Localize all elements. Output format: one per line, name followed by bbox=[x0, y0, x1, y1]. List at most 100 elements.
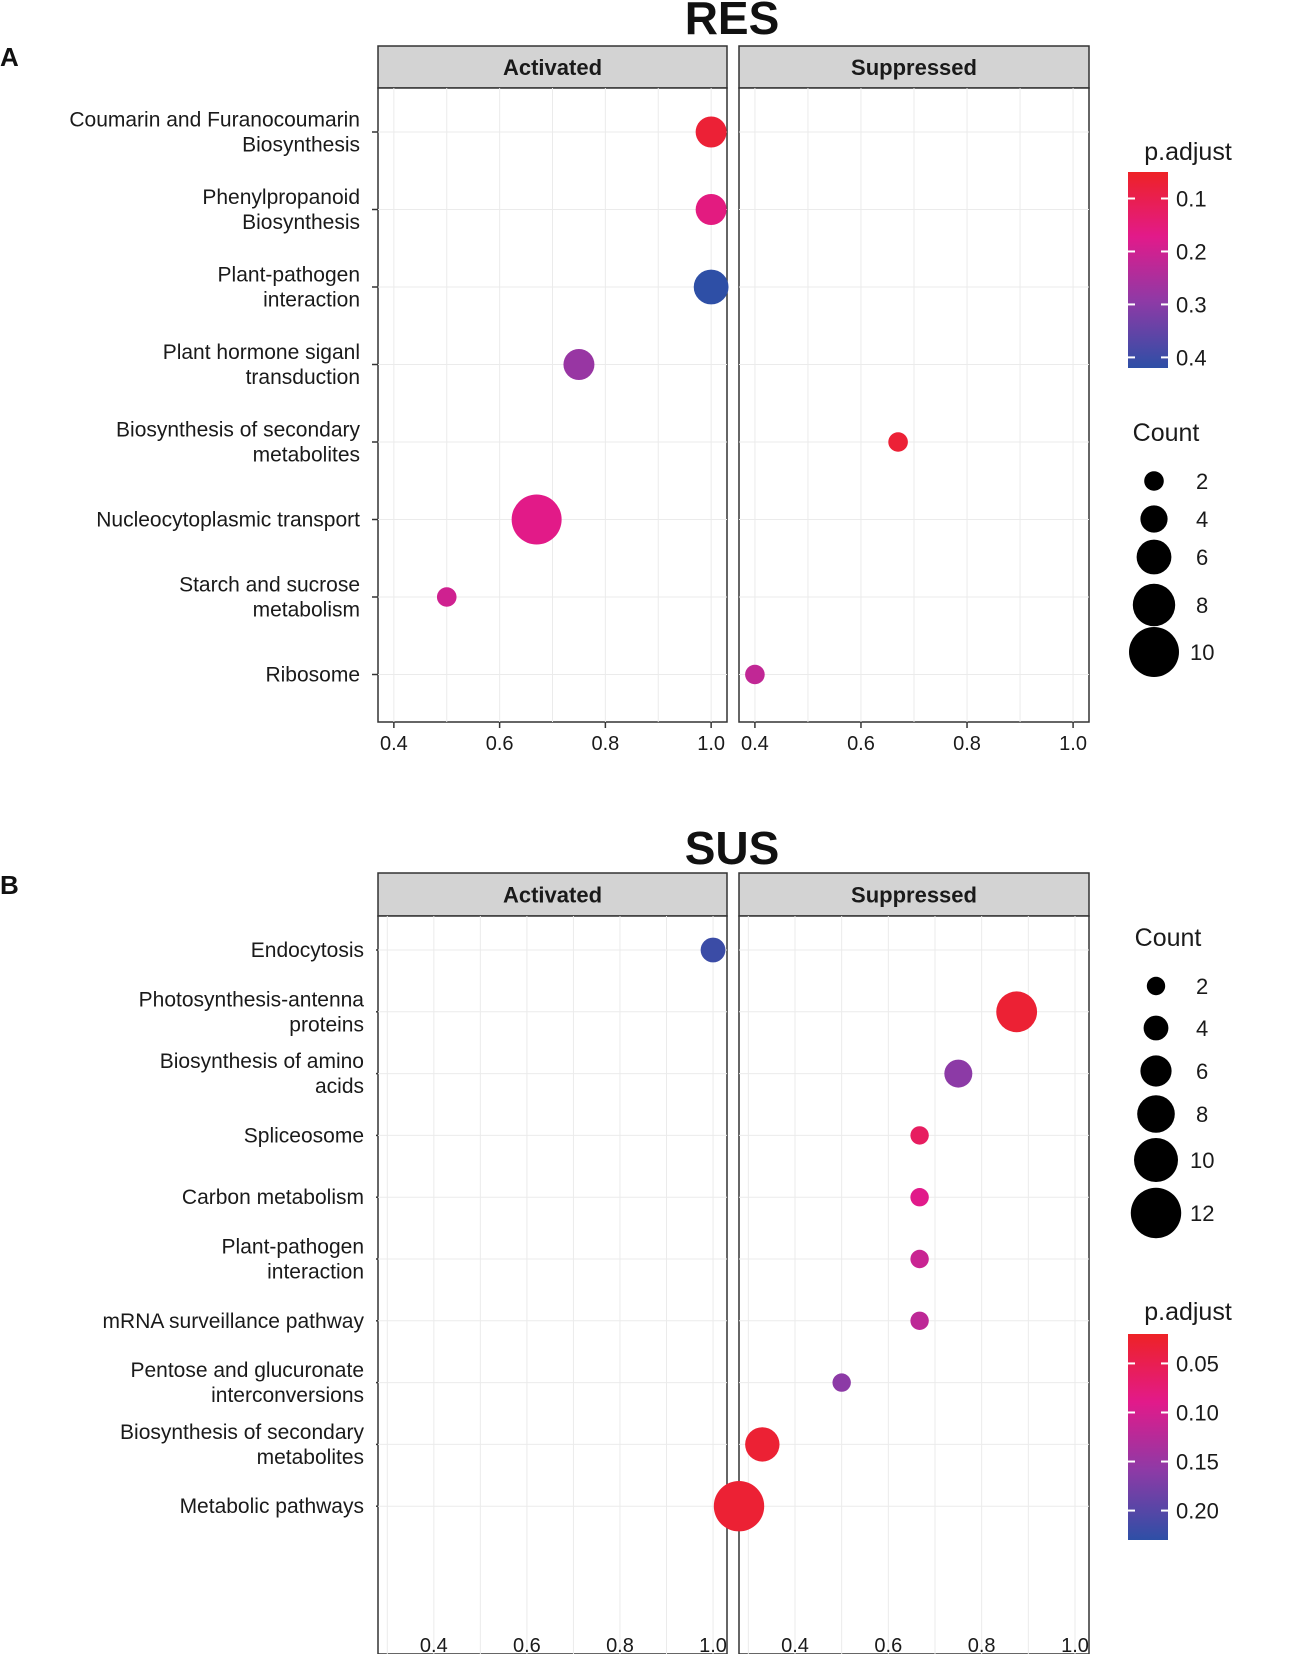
color-bar-label: 0.05 bbox=[1176, 1351, 1219, 1376]
facet-suppressed: Suppressed bbox=[713, 872, 1090, 1654]
category-label: Phenylpropanoid Biosynthesis bbox=[202, 186, 360, 234]
category-label-line: Nucleocytoplasmic transport bbox=[96, 509, 360, 532]
size-key-label: 4 bbox=[1196, 507, 1208, 532]
data-point bbox=[910, 1126, 929, 1145]
category-label-line: acids bbox=[315, 1075, 364, 1098]
panel-label: A bbox=[0, 42, 19, 72]
legend-count: Count 2 4 6 8 10 12 bbox=[1130, 924, 1214, 1239]
size-key-circle bbox=[1129, 627, 1179, 677]
size-key-circle bbox=[1136, 539, 1172, 575]
category-label-line: metabolism bbox=[253, 599, 360, 622]
panel-res: RES A Activated 0.4 0.6 0.8 1.0 Suppressed 0.4 0.… bbox=[0, 0, 1232, 755]
category-label: Plant-pathogen interaction bbox=[222, 1236, 364, 1284]
x-tick-label: 0.6 bbox=[847, 733, 875, 755]
size-key-label: 6 bbox=[1196, 545, 1208, 570]
x-tick-label: 0.4 bbox=[781, 1635, 809, 1654]
size-key-circle bbox=[1143, 1015, 1169, 1041]
category-label-line: Biosynthesis bbox=[242, 134, 360, 157]
plot-area bbox=[377, 915, 728, 1654]
category-label-line: Biosynthesis of secondary bbox=[116, 419, 360, 442]
facet-strip-label: Activated bbox=[503, 883, 602, 908]
size-key-circle bbox=[1130, 1187, 1182, 1239]
legend-title: p.adjust bbox=[1144, 138, 1232, 166]
data-point bbox=[745, 1427, 780, 1462]
category-label-line: Spliceosome bbox=[244, 1124, 364, 1147]
data-point bbox=[944, 1059, 973, 1088]
category-label: Biosynthesis of amino acids bbox=[160, 1050, 364, 1098]
panel-sus: SUS B Activated Suppressed Endocytosis Photos… bbox=[0, 822, 1232, 1654]
x-tick-label: 0.6 bbox=[513, 1635, 541, 1654]
data-point bbox=[745, 664, 765, 685]
category-label-line: Photosynthesis-antenna bbox=[139, 988, 365, 1011]
color-bar-label: 0.20 bbox=[1176, 1499, 1219, 1524]
legend-title: Count bbox=[1135, 924, 1202, 952]
size-key-label: 2 bbox=[1196, 974, 1208, 999]
category-label-line: interaction bbox=[267, 1261, 364, 1284]
category-label-line: Carbon metabolism bbox=[182, 1186, 364, 1209]
x-tick-label: 1.0 bbox=[699, 1635, 727, 1654]
category-label-line: Phenylpropanoid bbox=[202, 186, 360, 209]
size-key-circle bbox=[1132, 583, 1176, 627]
data-point bbox=[695, 116, 727, 148]
category-label-line: Plant-pathogen bbox=[218, 264, 360, 287]
x-tick-label: 0.4 bbox=[420, 1635, 448, 1654]
facet-activated: Activated bbox=[377, 872, 728, 1654]
facet-strip bbox=[377, 45, 728, 89]
x-tick-label: 0.4 bbox=[741, 733, 769, 755]
category-label: Starch and sucrose metabolism bbox=[179, 574, 360, 622]
category-label-line: Coumarin and Furanocoumarin bbox=[69, 109, 360, 132]
facet-strip bbox=[738, 872, 1090, 917]
size-key-label: 2 bbox=[1196, 469, 1208, 494]
category-label-line: Plant-pathogen bbox=[222, 1236, 364, 1259]
x-tick-label: 1.0 bbox=[1059, 733, 1087, 755]
data-point bbox=[888, 432, 908, 452]
category-label: Biosynthesis of secondary metabolites bbox=[120, 1421, 364, 1469]
category-label-line: Biosynthesis bbox=[242, 211, 360, 234]
category-label: Metabolic pathways bbox=[180, 1495, 364, 1518]
data-point bbox=[695, 194, 727, 225]
legend-p-adjust: p.adjust 0.05 0.10 0.15 0.20 bbox=[1128, 1298, 1232, 1540]
category-label-line: Pentose and glucuronate bbox=[130, 1359, 364, 1382]
category-label-line: proteins bbox=[289, 1013, 364, 1036]
color-bar-label: 0.3 bbox=[1176, 292, 1207, 317]
legend-p-adjust: p.adjust 0.1 0.2 0.3 0.4 bbox=[1128, 138, 1232, 370]
facet-strip bbox=[377, 872, 728, 917]
category-label-line: transduction bbox=[246, 366, 360, 389]
category-label: Photosynthesis-antenna proteins bbox=[139, 988, 365, 1036]
panel-title: RES bbox=[685, 0, 780, 44]
data-point bbox=[693, 269, 729, 305]
category-label-line: metabolites bbox=[257, 1446, 364, 1469]
size-key-label: 12 bbox=[1190, 1201, 1214, 1226]
facet-activated: Activated 0.4 0.6 0.8 1.0 bbox=[377, 45, 729, 755]
x-tick-label: 0.8 bbox=[953, 733, 981, 755]
x-tick-label: 0.4 bbox=[380, 733, 408, 755]
data-point bbox=[713, 1481, 765, 1532]
size-key-circle bbox=[1137, 1095, 1175, 1133]
x-tick-label: 0.6 bbox=[874, 1635, 902, 1654]
data-point bbox=[996, 991, 1038, 1033]
facet-strip-label: Suppressed bbox=[851, 55, 977, 80]
x-tick-label: 0.6 bbox=[486, 733, 514, 755]
category-label-line: Starch and sucrose bbox=[179, 574, 360, 597]
facet-strip-label: Activated bbox=[503, 55, 602, 80]
data-point bbox=[700, 937, 726, 963]
category-label-line: Ribosome bbox=[265, 664, 360, 687]
size-key-label: 8 bbox=[1196, 1102, 1208, 1127]
category-label: Plant-pathogen interaction bbox=[218, 264, 360, 312]
color-bar-label: 0.4 bbox=[1176, 345, 1207, 370]
color-bar-label: 0.1 bbox=[1176, 186, 1207, 211]
plot-area bbox=[738, 915, 1090, 1654]
data-point bbox=[563, 349, 595, 380]
size-key-label: 8 bbox=[1196, 593, 1208, 618]
category-label: Pentose and glucuronate interconversions bbox=[130, 1359, 364, 1407]
category-label-line: Biosynthesis of secondary bbox=[120, 1421, 364, 1444]
data-point bbox=[910, 1188, 929, 1207]
category-label-line: Biosynthesis of amino bbox=[160, 1050, 364, 1073]
color-bar bbox=[1128, 172, 1168, 368]
category-label: Coumarin and Furanocoumarin Biosynthesis bbox=[69, 109, 360, 157]
size-key-label: 10 bbox=[1190, 640, 1214, 665]
panel-title: SUS bbox=[685, 822, 780, 874]
x-tick-label: 1.0 bbox=[697, 733, 725, 755]
facet-strip bbox=[738, 45, 1090, 89]
